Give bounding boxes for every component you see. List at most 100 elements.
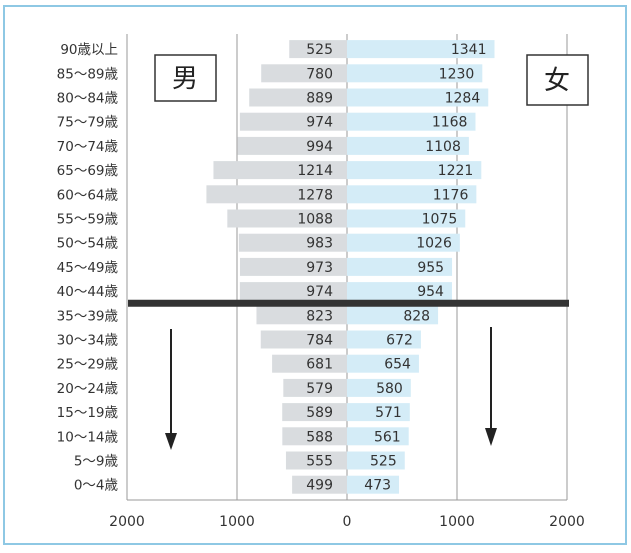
x-tick-label-2: 0 — [343, 514, 352, 530]
bar-female-7 — [347, 209, 466, 228]
bar-female-5 — [347, 161, 482, 180]
value-label-female-2: 1284 — [445, 91, 481, 107]
legend-female-label: 女 — [544, 66, 570, 96]
value-label-female-3: 1168 — [432, 115, 468, 131]
value-label-male-0: 525 — [306, 42, 333, 58]
value-label-male-17: 555 — [306, 454, 333, 470]
value-label-male-11: 823 — [306, 308, 333, 324]
legend-male: 男 — [154, 54, 217, 102]
bar-female-3 — [347, 112, 476, 131]
value-label-female-6: 1176 — [433, 187, 469, 203]
left-arrow-head — [165, 433, 177, 450]
value-label-female-1: 1230 — [439, 66, 475, 82]
value-labels: 525 1341 780 1230 889 1284 974 1168 994 1108 1214 1… — [297, 42, 486, 494]
bar-male-1 — [261, 64, 347, 83]
value-label-female-0: 1341 — [451, 42, 487, 58]
x-tick-label-0: 2000 — [109, 514, 145, 530]
x-tick-label-3: 1000 — [439, 514, 475, 530]
grid — [126, 34, 568, 501]
bar-male-11 — [256, 306, 347, 325]
category-label-7: 55～59歳 — [57, 212, 119, 228]
value-label-male-13: 681 — [306, 357, 333, 373]
x-tick-labels: 2000 1000 0 1000 2000 — [109, 514, 585, 530]
bar-female-16 — [347, 427, 409, 446]
category-label-11: 35～39歳 — [57, 308, 119, 324]
bar-female-18 — [347, 475, 400, 494]
value-label-female-12: 672 — [386, 333, 413, 349]
value-label-female-8: 1026 — [416, 236, 452, 252]
legend-female: 女 — [526, 54, 589, 106]
category-label-4: 70～74歳 — [57, 139, 119, 155]
value-label-male-8: 983 — [306, 236, 333, 252]
bar-female-4 — [347, 136, 469, 155]
value-label-female-4: 1108 — [425, 139, 461, 155]
category-label-1: 85～89歳 — [57, 66, 119, 82]
value-label-male-10: 974 — [306, 284, 333, 300]
category-label-16: 10～14歳 — [57, 429, 119, 445]
value-label-female-7: 1075 — [422, 212, 458, 228]
category-label-17: 5～9歳 — [74, 454, 119, 470]
bar-female-11 — [347, 306, 439, 325]
value-label-female-14: 580 — [376, 381, 403, 397]
value-label-male-12: 784 — [306, 333, 333, 349]
category-label-6: 60～64歳 — [57, 187, 119, 203]
bar-male-8 — [238, 233, 347, 252]
category-label-15: 15～19歳 — [57, 405, 119, 421]
value-label-female-10: 954 — [417, 284, 444, 300]
bar-male-2 — [249, 88, 347, 107]
bar-male-17 — [285, 451, 347, 470]
bar-female-9 — [347, 257, 453, 276]
value-label-female-11: 828 — [403, 308, 430, 324]
value-label-female-18: 473 — [364, 478, 391, 494]
bar-female-14 — [347, 378, 411, 397]
value-label-male-18: 499 — [306, 478, 333, 494]
legend-female-box — [526, 54, 589, 106]
value-label-female-13: 654 — [384, 357, 411, 373]
category-labels: 90歳以上 85～89歳 80～84歳 75～79歳 70～74歳 65～69歳 60～64… — [57, 42, 119, 494]
value-label-male-16: 588 — [306, 429, 333, 445]
legend-male-box — [154, 54, 217, 102]
bar-female-12 — [347, 330, 421, 349]
x-tick-label-1: 1000 — [219, 514, 255, 530]
value-label-female-15: 571 — [375, 405, 402, 421]
bar-female-17 — [347, 451, 405, 470]
right-down-arrow — [485, 327, 497, 446]
category-label-8: 50～54歳 — [57, 236, 119, 252]
bar-male-3 — [239, 112, 347, 131]
bar-male-15 — [282, 403, 347, 422]
value-label-female-9: 955 — [417, 260, 444, 276]
value-label-female-17: 525 — [370, 454, 397, 470]
category-label-2: 80～84歳 — [57, 91, 119, 107]
category-label-14: 20～24歳 — [57, 381, 119, 397]
bar-male-9 — [239, 257, 347, 276]
value-label-male-3: 974 — [306, 115, 333, 131]
x-tick-label-4: 2000 — [549, 514, 585, 530]
bar-female-10 — [347, 282, 452, 301]
bar-male-12 — [260, 330, 347, 349]
category-label-3: 75～79歳 — [57, 115, 119, 131]
bar-female-13 — [347, 354, 419, 373]
bar-female-2 — [347, 88, 489, 107]
bar-male-14 — [283, 378, 347, 397]
bar-male-18 — [292, 475, 347, 494]
bar-male-4 — [237, 136, 347, 155]
bar-female-15 — [347, 403, 410, 422]
category-label-13: 25～29歳 — [57, 357, 119, 373]
bar-female-0 — [347, 40, 495, 59]
right-arrow-head — [485, 428, 497, 446]
value-label-female-16: 561 — [374, 429, 401, 445]
bar-male-16 — [282, 427, 347, 446]
left-down-arrow — [165, 329, 177, 450]
value-label-female-5: 1221 — [438, 163, 474, 179]
value-label-male-15: 589 — [306, 405, 333, 421]
bar-male-10 — [239, 282, 347, 301]
bar-male-6 — [206, 185, 347, 204]
value-label-male-9: 973 — [306, 260, 333, 276]
category-label-18: 0～4歳 — [74, 478, 119, 494]
bar-male-5 — [213, 161, 347, 180]
bar-male-13 — [272, 354, 347, 373]
value-label-male-14: 579 — [306, 381, 333, 397]
bar-female-8 — [347, 233, 460, 252]
